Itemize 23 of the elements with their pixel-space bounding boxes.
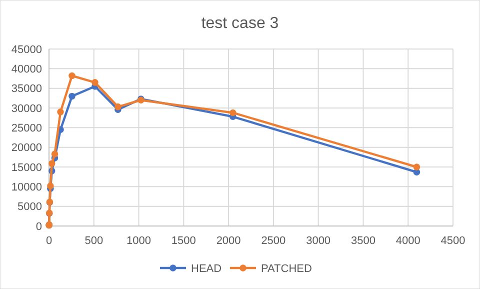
chart-title: test case 3 <box>201 15 279 32</box>
x-tick-label: 1500 <box>171 235 196 247</box>
x-tick-label: 0 <box>46 235 52 247</box>
y-tick-label: 40000 <box>11 64 42 76</box>
y-tick-label: 10000 <box>11 182 42 194</box>
y-tick-label: 20000 <box>11 142 42 154</box>
y-tick-label: 25000 <box>11 122 42 135</box>
y-tick-label: 35000 <box>11 83 42 96</box>
x-tick-label: 4000 <box>396 235 420 247</box>
x-tick-label: 1000 <box>126 235 152 247</box>
x-tick-label: 500 <box>84 235 104 247</box>
y-tick-label: 0 <box>36 220 42 233</box>
y-tick-label: 30000 <box>11 102 42 115</box>
legend-label: PATCHED <box>261 262 312 275</box>
y-tick-label: 15000 <box>11 162 42 174</box>
x-tick-label: 3500 <box>350 235 376 247</box>
x-tick-label: 4500 <box>440 235 466 247</box>
x-tick-label: 3000 <box>306 235 331 247</box>
y-tick-label: 5000 <box>18 201 42 214</box>
x-tick-label: 2500 <box>261 235 286 247</box>
legend-label: HEAD <box>191 262 222 275</box>
y-tick-label: 45000 <box>11 44 42 56</box>
x-tick-label: 2000 <box>216 235 241 247</box>
